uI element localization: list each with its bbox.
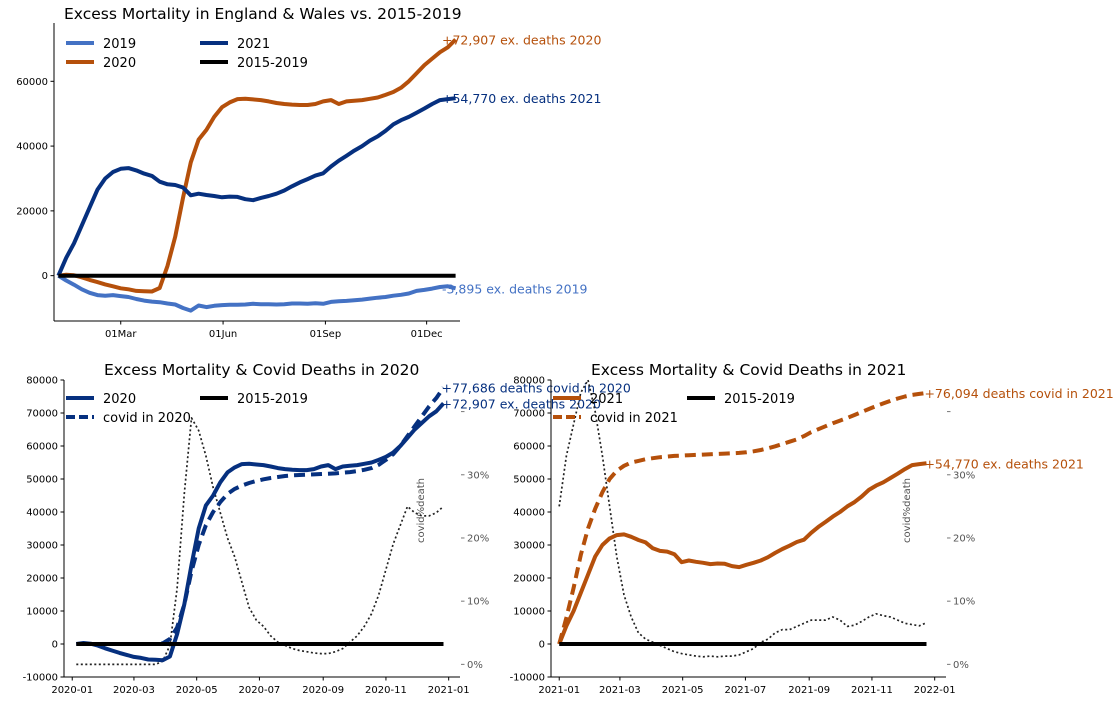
y-tick-label: 10000 [513,607,545,618]
y-tick-label: 40000 [513,508,545,519]
series-line-covid-in-2020 [76,386,446,646]
y-tick-label: 80000 [513,376,545,387]
y-tick-label: 70000 [513,409,545,420]
x-tick-label: 2021-03 [599,685,641,696]
y-tick-label: 60000 [16,77,48,88]
legend: 2021 covid in 2021 2015-2019 [553,392,795,426]
y-tick-label: 30000 [26,541,58,552]
chart-title: Excess Mortality in England & Wales vs. … [64,5,462,23]
x-tick-label: 01Dec [411,329,443,340]
y-tick-label: 20000 [26,574,58,585]
y-tick-label: 0 [52,640,58,651]
chart-title: Excess Mortality & Covid Deaths in 2021 [591,361,906,379]
y-tick-label: 0 [539,640,545,651]
y-tick-label: 60000 [26,442,58,453]
x-tick-label: 01Jun [209,329,237,340]
x-tick-label: 2021-11 [851,685,893,696]
legend-label: 2020 [103,56,136,71]
legend: 2019 2020 2021 2015-2019 [66,37,308,71]
legend-label: covid in 2021 [590,411,678,426]
legend-label: 2015-2019 [724,392,795,407]
series-line-2021 [56,96,456,277]
y-tick-label: 0 [42,271,48,282]
annotation-label: +76,094 deaths covid in 2021 [924,386,1113,401]
y2-axis-label: covid%death [902,478,913,543]
chart-2020-excess-and-covid: Excess Mortality & Covid Deaths in 2020 … [23,361,631,696]
series-line-covid-death [76,417,445,666]
series-line-2020 [58,38,458,294]
y-tick-label: 50000 [513,475,545,486]
end-label: -3,895 ex. deaths 2019 [442,281,588,296]
legend-label: 2021 [237,37,270,52]
legend-label: 2019 [103,37,136,52]
y2-tick-label: 10% [953,597,975,608]
y2-tick-label: 10% [467,597,489,608]
y-tick-label: -10000 [510,673,545,684]
y-tick-label: 20000 [16,206,48,217]
annotation-label: +77,686 deaths covid in 2020 [442,381,631,396]
x-tick-label: 2021-09 [788,685,830,696]
x-tick-label: 01Sep [310,329,342,340]
x-tick-label: 2020-11 [365,685,407,696]
annotation-label: +72,907 ex. deaths 2020 [442,396,601,411]
y2-axis-label: covid%death [416,478,427,543]
chart-title: Excess Mortality & Covid Deaths in 2020 [104,361,419,379]
y-tick-label: 40000 [16,142,48,153]
y-tick-label: 30000 [513,541,545,552]
end-labels: -3,895 ex. deaths 2019 +72,907 ex. deaths… [442,32,601,296]
series-line-covid-in-2021 [557,390,927,645]
end-labels: +77,686 deaths covid in 2020+72,907 ex. … [442,381,631,412]
plot-lines [56,38,458,313]
axes: -10000 0 10000 20000 30000 40000 50000 60000 700… [23,376,490,697]
chart-top-excess-mortality: Excess Mortality in England & Wales vs. … [16,5,601,340]
x-tick-label: 2020-05 [176,685,218,696]
y2-tick-label: 0% [953,660,969,671]
y2-tick-label: 30% [953,470,975,481]
y-tick-label: 60000 [513,442,545,453]
y2-tick-label: 20% [953,533,975,544]
legend-label: 2021 [590,392,623,407]
series-line-2021 [557,461,927,645]
series-line-covid-death [558,379,927,658]
x-tick-label: 2021-05 [662,685,704,696]
end-label: +54,770 ex. deaths 2021 [442,91,601,106]
end-labels: +76,094 deaths covid in 2021 +54,770 ex. … [924,386,1113,471]
end-label: +72,907 ex. deaths 2020 [442,32,601,47]
y-tick-label: 80000 [26,376,58,387]
x-tick-label: 2022-01 [914,685,956,696]
x-tick-label: 2020-03 [113,685,155,696]
x-tick-label: 2020-07 [239,685,281,696]
y-tick-label: 50000 [26,475,58,486]
y-tick-label: 70000 [26,409,58,420]
y2-tick-label: 30% [467,470,489,481]
y-tick-label: 10000 [26,607,58,618]
x-tick-label: 2020-01 [51,685,93,696]
legend-label: 2020 [103,392,136,407]
series-line-2020 [76,402,445,663]
chart-2021-excess-and-covid: Excess Mortality & Covid Deaths in 2021 … [510,361,1114,696]
x-tick-label: 2021-01 [538,685,580,696]
x-tick-label: 01Mar [105,329,137,340]
annotation-label: +54,770 ex. deaths 2021 [924,456,1083,471]
y-tick-label: 40000 [26,508,58,519]
y2-tick-label: 0% [467,660,483,671]
y2-tick-label: 20% [467,533,489,544]
series-line-2019 [57,273,457,313]
legend-label: covid in 2020 [103,411,191,426]
legend-label: 2015-2019 [237,56,308,71]
y-tick-label: 20000 [513,574,545,585]
legend-label: 2015-2019 [237,392,308,407]
x-tick-label: 2020-09 [302,685,344,696]
plot-lines [76,386,446,666]
x-tick-label: 2021-01 [428,685,470,696]
y-tick-label: -10000 [23,673,58,684]
legend: 2020 covid in 2020 2015-2019 [66,392,308,426]
x-tick-label: 2021-07 [725,685,767,696]
plot-lines [557,379,927,658]
axes: 0 20000 40000 60000 01Mar 01Jun 01Sep 01Dec [16,23,460,340]
axes: -10000 0 10000 20000 30000 40000 50000 60000 700… [510,376,976,697]
